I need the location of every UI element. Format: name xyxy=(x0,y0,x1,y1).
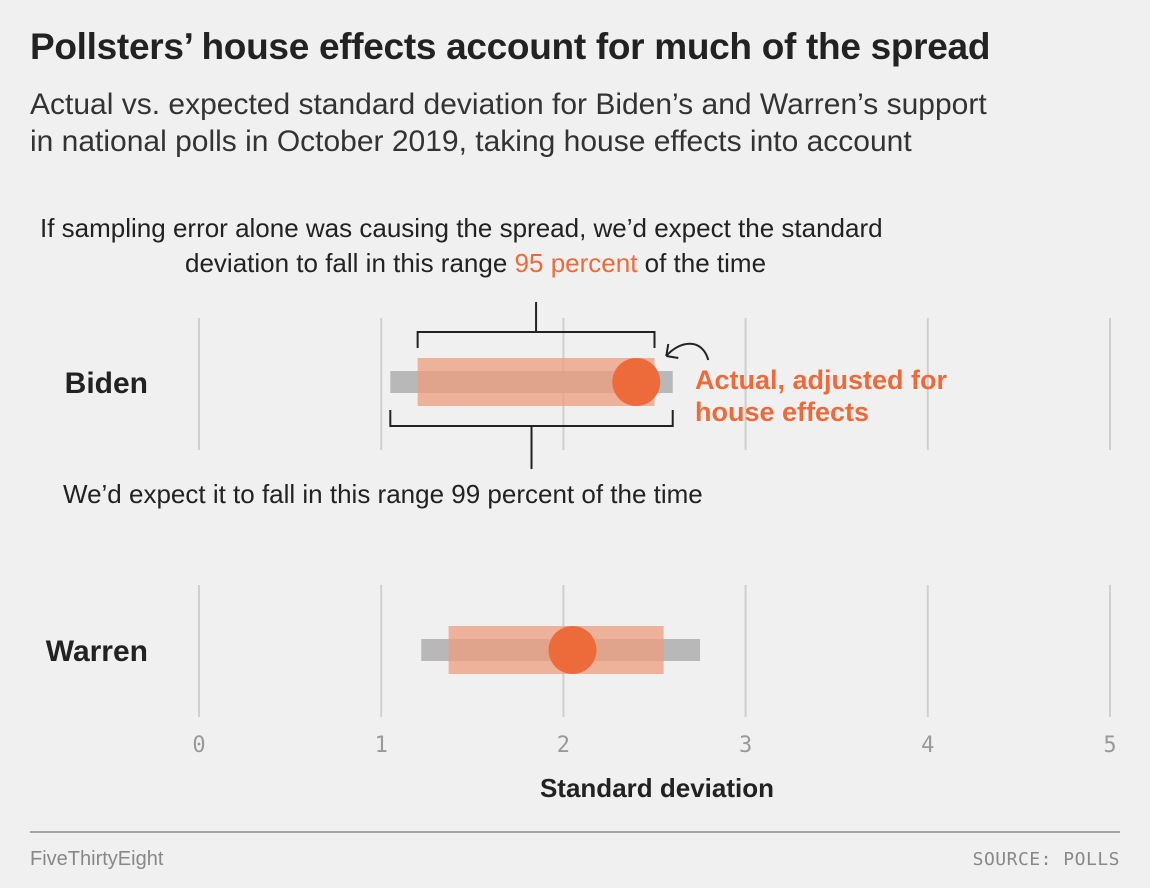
subtitle-line-2: in national polls in October 2019, takin… xyxy=(30,125,912,158)
x-tick-label: 5 xyxy=(1103,733,1116,758)
bracket-95 xyxy=(416,302,656,348)
chart-title: Pollsters’ house effects account for muc… xyxy=(30,26,991,67)
x-tick-label: 0 xyxy=(192,733,205,758)
x-tick-label: 2 xyxy=(557,733,570,758)
x-axis-ticks: 0 1 2 3 4 5 xyxy=(192,733,1116,758)
annotation-actual-line-2: house effects xyxy=(695,397,869,427)
x-tick-label: 1 xyxy=(375,733,388,758)
annotation-95-line-2: deviation to fall in this range 95 perce… xyxy=(185,248,766,278)
annotation-95-highlight: 95 percent xyxy=(515,248,639,278)
x-axis-label: Standard deviation xyxy=(540,773,774,803)
annotation-99: We’d expect it to fall in this range 99 … xyxy=(63,479,703,509)
warren-row-label: Warren xyxy=(46,635,148,668)
actual-arrowhead xyxy=(665,343,679,359)
chart-subtitle: Actual vs. expected standard deviation f… xyxy=(30,86,1120,160)
annotation-95-pre: deviation to fall in this range xyxy=(185,248,515,278)
source-note: SOURCE: POLLS xyxy=(972,849,1120,870)
annotation-brackets xyxy=(389,302,710,469)
warren-actual-dot xyxy=(548,626,597,674)
bracket-99 xyxy=(389,410,674,469)
actual-arrow xyxy=(665,342,710,361)
biden-row-label: Biden xyxy=(65,367,148,400)
x-tick-label: 3 xyxy=(739,733,752,758)
biden-actual-dot xyxy=(612,358,661,406)
footer-divider xyxy=(30,831,1120,833)
annotation-actual-line-1: Actual, adjusted for xyxy=(695,365,948,395)
brand-name: FiveThirtyEight xyxy=(30,848,164,870)
annotation-95-post: of the time xyxy=(637,248,766,278)
range-bars: Biden Warren xyxy=(46,358,701,674)
annotation-95-line-1: If sampling error alone was causing the … xyxy=(40,213,883,243)
x-tick-label: 4 xyxy=(921,733,934,758)
subtitle-line-1: Actual vs. expected standard deviation f… xyxy=(30,88,987,121)
